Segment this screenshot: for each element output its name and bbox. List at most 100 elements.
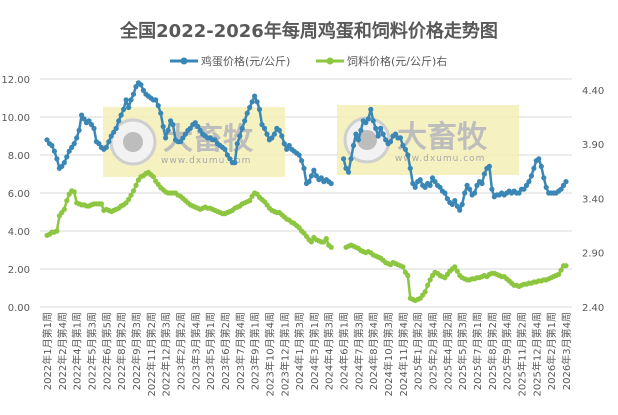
data-point-egg bbox=[363, 120, 369, 126]
data-point-egg bbox=[301, 165, 307, 171]
data-point-egg bbox=[177, 139, 184, 145]
data-point-egg bbox=[118, 112, 124, 118]
data-point-egg bbox=[345, 169, 352, 175]
data-point-egg bbox=[113, 125, 119, 131]
data-point-egg bbox=[130, 91, 137, 97]
data-point-egg bbox=[538, 163, 544, 169]
legend-marker-egg bbox=[180, 57, 188, 65]
data-point-egg bbox=[375, 133, 381, 139]
data-point-egg bbox=[373, 125, 379, 131]
data-point-egg bbox=[516, 190, 522, 196]
data-point-egg bbox=[536, 156, 542, 162]
x-tick-label: 2022年8月第2周 bbox=[115, 312, 128, 390]
data-point-egg bbox=[195, 123, 201, 130]
data-point-egg bbox=[54, 156, 60, 162]
data-point-egg bbox=[444, 196, 450, 202]
data-point-egg bbox=[432, 179, 438, 185]
data-point-egg bbox=[467, 186, 473, 192]
data-point-egg bbox=[44, 137, 50, 143]
data-point-egg bbox=[313, 173, 319, 179]
data-point-egg bbox=[64, 154, 70, 160]
data-point-egg bbox=[442, 190, 448, 196]
left-y-tick-label: 4.00 bbox=[8, 227, 30, 238]
data-point-egg bbox=[234, 141, 240, 147]
chart-title: 全国2022-2026年每周鸡蛋和饲料价格走势图 bbox=[119, 20, 498, 42]
x-tick-label: 2024年6月第1周 bbox=[338, 312, 351, 390]
x-tick-label: 2026年3月第4周 bbox=[560, 312, 573, 390]
data-point-feed bbox=[133, 182, 139, 188]
data-point-feed bbox=[427, 277, 433, 283]
data-point-egg bbox=[306, 179, 312, 185]
legend-item-feed[interactable]: 饲料价格(元/公斤)右 bbox=[316, 54, 447, 68]
x-tick-label: 2024年8月第4周 bbox=[367, 312, 380, 390]
data-point-egg bbox=[155, 103, 161, 109]
right-y-axis: 2.40 2.90 3.40 3.90 4.40 bbox=[582, 86, 604, 314]
data-point-egg bbox=[558, 186, 564, 192]
data-point-egg bbox=[560, 182, 567, 188]
series-layer bbox=[44, 80, 569, 304]
legend-marker-feed bbox=[326, 57, 334, 65]
x-tick-label: 2025年8月第2周 bbox=[486, 312, 499, 390]
legend-item-egg[interactable]: 鸡蛋价格(元/公斤) bbox=[170, 54, 290, 68]
data-point-egg bbox=[49, 142, 55, 149]
watermark-pupil-icon bbox=[123, 132, 143, 152]
data-point-egg bbox=[165, 127, 171, 133]
data-point-feed bbox=[308, 239, 314, 245]
data-point-egg bbox=[526, 179, 532, 185]
data-point-egg bbox=[370, 118, 376, 124]
data-point-egg bbox=[79, 112, 85, 118]
x-tick-label: 2022年1月第1周 bbox=[41, 312, 54, 390]
data-point-egg bbox=[254, 99, 260, 105]
series-feed bbox=[44, 169, 569, 304]
data-point-egg bbox=[459, 201, 465, 207]
x-tick-label: 2023年5月第1周 bbox=[204, 312, 217, 390]
legend-label-feed: 饲料价格(元/公斤)右 bbox=[347, 54, 447, 68]
data-point-egg bbox=[523, 182, 530, 188]
x-tick-label: 2024年11月第4周 bbox=[397, 312, 410, 397]
data-point-egg bbox=[247, 104, 253, 111]
data-point-egg bbox=[212, 137, 218, 143]
data-point-egg bbox=[133, 84, 139, 90]
data-point-egg bbox=[457, 207, 463, 213]
x-tick-label: 2022年4月第1周 bbox=[71, 312, 84, 390]
data-point-feed bbox=[98, 201, 104, 207]
data-point-egg bbox=[378, 125, 384, 131]
x-tick-label: 2022年9月第3周 bbox=[130, 312, 143, 390]
data-point-feed bbox=[400, 264, 406, 270]
data-point-egg bbox=[368, 106, 374, 112]
data-point-egg bbox=[422, 184, 428, 190]
data-point-egg bbox=[138, 82, 144, 88]
data-point-feed bbox=[64, 198, 70, 204]
data-point-egg bbox=[76, 127, 82, 133]
data-point-egg bbox=[397, 135, 403, 141]
data-point-egg bbox=[269, 135, 275, 141]
data-point-feed bbox=[126, 196, 132, 203]
x-axis: 2022年1月第1周 2022年2月第4周 2022年4月第1周 2022年5月第3周… bbox=[41, 312, 573, 397]
x-tick-label: 2025年9月第4周 bbox=[501, 312, 514, 390]
data-point-egg bbox=[121, 106, 127, 112]
data-point-egg bbox=[59, 163, 65, 169]
right-y-tick-label: 2.90 bbox=[582, 249, 604, 260]
x-tick-label: 2024年10月第3周 bbox=[382, 312, 395, 397]
x-tick-label: 2023年2月第2周 bbox=[174, 312, 187, 390]
data-point-feed bbox=[323, 236, 329, 242]
data-point-egg bbox=[123, 97, 129, 103]
data-point-egg bbox=[284, 146, 290, 152]
data-point-egg bbox=[103, 144, 109, 150]
x-tick-label: 2023年7月第4周 bbox=[234, 312, 247, 390]
data-point-feed bbox=[422, 289, 428, 295]
data-point-egg bbox=[464, 182, 470, 188]
x-tick-label: 2023年9月第1周 bbox=[249, 312, 262, 390]
data-point-egg bbox=[126, 104, 132, 111]
data-point-egg bbox=[111, 129, 117, 135]
data-point-egg bbox=[168, 118, 174, 124]
watermark-pupil-icon bbox=[357, 130, 377, 150]
data-point-egg bbox=[481, 171, 487, 177]
legend-label-egg: 鸡蛋价格(元/公斤) bbox=[201, 54, 290, 68]
data-point-egg bbox=[256, 106, 263, 112]
x-tick-label: 2023年10月第4周 bbox=[263, 312, 276, 397]
data-point-feed bbox=[556, 271, 562, 277]
data-point-egg bbox=[271, 131, 277, 137]
data-point-egg bbox=[311, 167, 317, 173]
data-point-egg bbox=[69, 144, 75, 150]
